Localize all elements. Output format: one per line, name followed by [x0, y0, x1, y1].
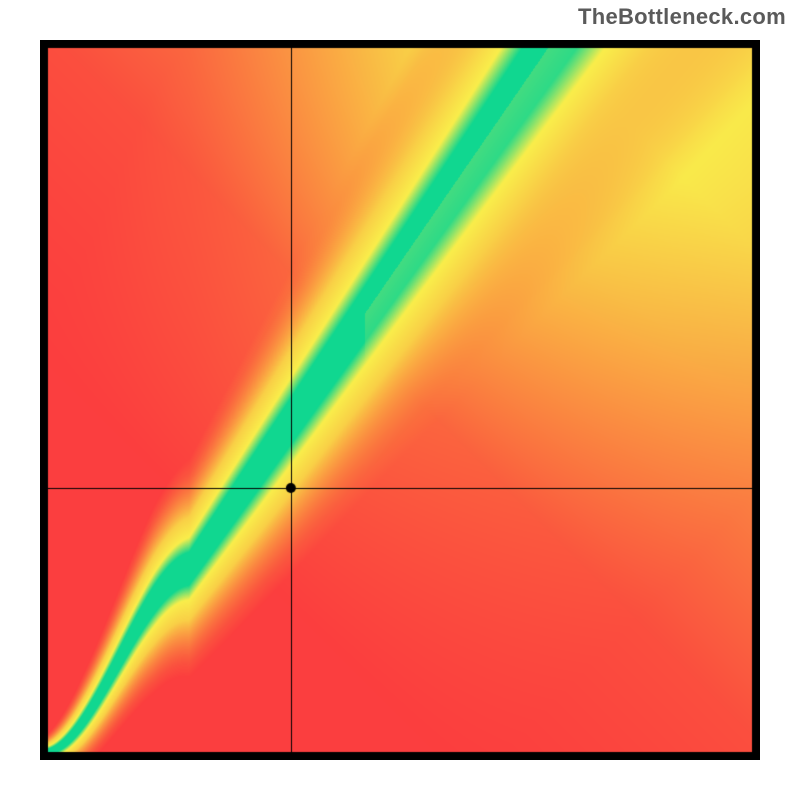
watermark-text: TheBottleneck.com	[578, 4, 786, 30]
heatmap-canvas	[40, 40, 760, 760]
bottleneck-heatmap	[40, 40, 760, 760]
